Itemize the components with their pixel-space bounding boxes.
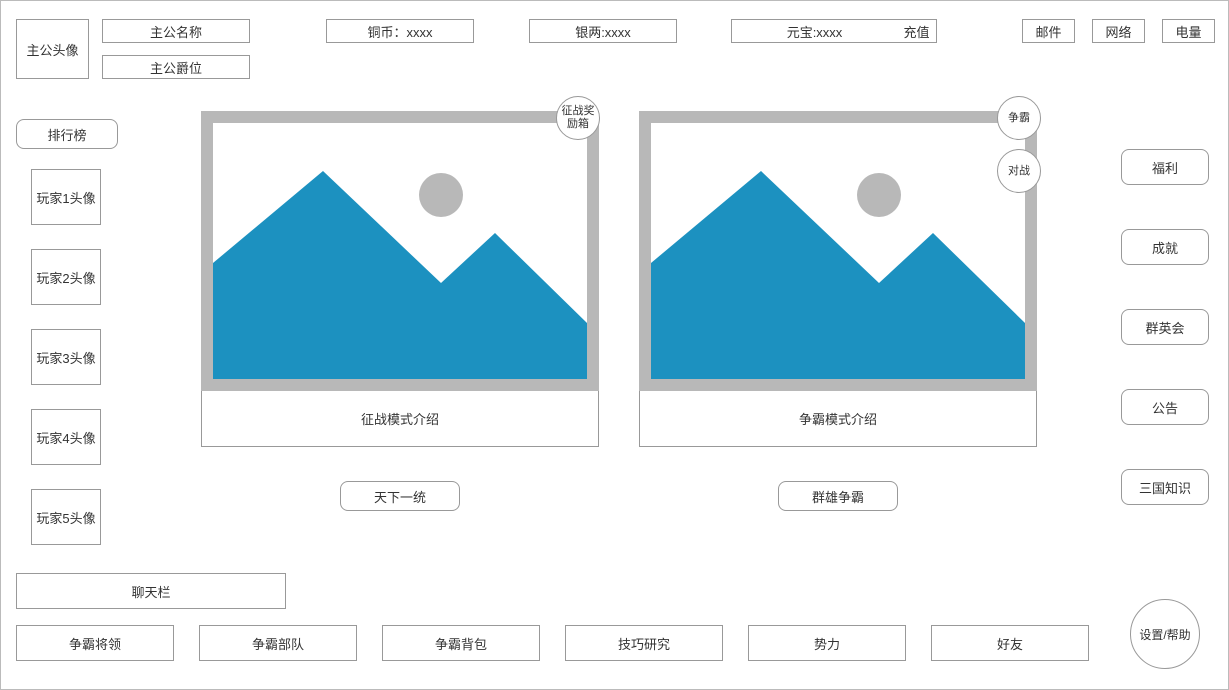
lore-button[interactable]: 三国知识 [1121,469,1209,505]
lord-name-label: 主公名称 [102,19,250,43]
currency-silver: 银两:xxxx [529,19,677,43]
network-button[interactable]: 网络 [1092,19,1145,43]
bottom-bag-button[interactable]: 争霸背包 [382,625,540,661]
mode-conquest-image-frame[interactable] [201,111,599,391]
currency-gold: 元宝:xxxx [731,19,898,43]
hegemony-badge-zhengba[interactable]: 争霸 [997,96,1041,140]
settings-help-button[interactable]: 设置/帮助 [1130,599,1200,669]
chat-bar[interactable]: 聊天栏 [16,573,286,609]
mode-hegemony-image-frame[interactable] [639,111,1037,391]
mode-conquest-button[interactable]: 天下一统 [340,481,460,511]
player-avatar-2[interactable]: 玩家2头像 [31,249,101,305]
bottom-generals-button[interactable]: 争霸将领 [16,625,174,661]
placeholder-image-icon [213,123,587,379]
lord-rank-label: 主公爵位 [102,55,250,79]
recharge-button[interactable]: 充值 [897,19,937,43]
notice-button[interactable]: 公告 [1121,389,1209,425]
player-avatar-1[interactable]: 玩家1头像 [31,169,101,225]
mail-button[interactable]: 邮件 [1022,19,1075,43]
mode-card-hegemony: 争霸模式介绍 群雄争霸 [639,111,1037,511]
mode-hegemony-desc: 争霸模式介绍 [639,391,1037,447]
player-avatar-5[interactable]: 玩家5头像 [31,489,101,545]
welfare-button[interactable]: 福利 [1121,149,1209,185]
player-avatar-4[interactable]: 玩家4头像 [31,409,101,465]
bottom-troops-button[interactable]: 争霸部队 [199,625,357,661]
mode-conquest-desc: 征战模式介绍 [201,391,599,447]
currency-bronze: 铜币：xxxx [326,19,474,43]
rank-button[interactable]: 排行榜 [16,119,118,149]
bottom-research-button[interactable]: 技巧研究 [565,625,723,661]
hegemony-badge-duizhan[interactable]: 对战 [997,149,1041,193]
conquest-reward-badge[interactable]: 征战奖励箱 [556,96,600,140]
bottom-faction-button[interactable]: 势力 [748,625,906,661]
lord-avatar[interactable]: 主公头像 [16,19,89,79]
mode-hegemony-button[interactable]: 群雄争霸 [778,481,898,511]
bottom-friends-button[interactable]: 好友 [931,625,1089,661]
mode-card-conquest: 征战模式介绍 天下一统 [201,111,599,511]
player-avatar-3[interactable]: 玩家3头像 [31,329,101,385]
power-button[interactable]: 电量 [1162,19,1215,43]
achievement-button[interactable]: 成就 [1121,229,1209,265]
placeholder-image-icon [651,123,1025,379]
heroes-button[interactable]: 群英会 [1121,309,1209,345]
